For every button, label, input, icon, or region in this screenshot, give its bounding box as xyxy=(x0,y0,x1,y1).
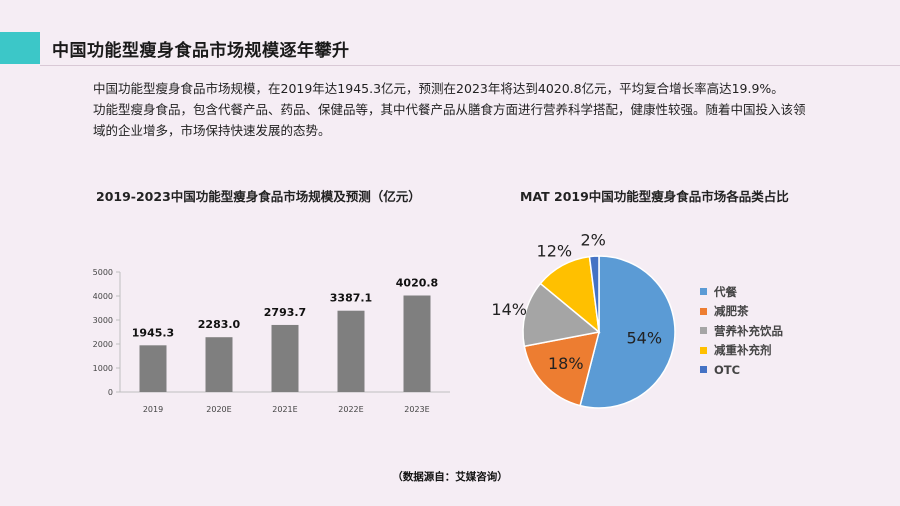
pie-percent-label: 18% xyxy=(548,354,584,373)
bar xyxy=(337,310,365,392)
legend-item: 代餐 xyxy=(700,282,783,302)
bar-chart-title: 2019-2023中国功能型瘦身食品市场规模及预测（亿元） xyxy=(96,189,421,204)
bar-value-label: 1945.3 xyxy=(132,326,174,339)
legend-swatch xyxy=(700,307,707,315)
bar-value-label: 4020.8 xyxy=(396,277,438,290)
pie-percent-label: 2% xyxy=(580,230,605,249)
legend-label: 营养补充饮品 xyxy=(714,323,783,338)
legend-swatch xyxy=(700,327,707,335)
x-tick-label: 2023E xyxy=(404,405,429,414)
pie-slice xyxy=(522,282,601,348)
legend-label: 减肥茶 xyxy=(714,304,749,319)
intro-text: 中国功能型瘦身食品市场规模，在2019年达1945.3亿元，预测在2023年将达… xyxy=(93,78,813,141)
legend-label: 代餐 xyxy=(714,284,737,299)
bar-value-label: 2793.7 xyxy=(264,306,306,319)
legend-item: 减肥茶 xyxy=(700,302,783,322)
x-tick-label: 2019 xyxy=(143,405,163,414)
bar-chart: 0 1000 2000 3000 4000 5000 1945.3 2019 2283.0 202… xyxy=(93,268,450,414)
legend-label: 减重补充剂 xyxy=(714,343,772,358)
bar xyxy=(403,295,431,392)
page-title: 中国功能型瘦身食品市场规模逐年攀升 xyxy=(52,41,350,61)
x-tick-label: 2022E xyxy=(338,405,363,414)
pie-slice xyxy=(579,255,676,409)
y-tick-label: 2000 xyxy=(93,340,113,349)
pie-legend: 代餐减肥茶营养补充饮品 减重补充剂 OTC xyxy=(700,282,783,380)
intro-paragraph-2: 功能型瘦身食品，包含代餐产品、药品、保健品等，其中代餐产品从膳食方面进行营养科学… xyxy=(93,102,806,138)
pie-slice xyxy=(588,255,600,333)
bar xyxy=(205,337,233,392)
y-tick-label: 5000 xyxy=(93,268,113,277)
title-accent-bar xyxy=(0,32,40,64)
legend-item: 营养补充饮品 xyxy=(700,321,783,341)
intro-paragraph-1: 中国功能型瘦身食品市场规模，在2019年达1945.3亿元，预测在2023年将达… xyxy=(93,81,784,96)
legend-label: OTC xyxy=(714,362,741,377)
y-tick-label: 0 xyxy=(108,388,113,397)
legend-item: 减重补充剂 xyxy=(700,341,783,361)
pie-percent-label: 14% xyxy=(491,300,527,319)
bar-value-label: 3387.1 xyxy=(330,292,372,305)
bar xyxy=(271,324,299,392)
bar xyxy=(139,345,167,392)
pie-chart-title: MAT 2019中国功能型瘦身食品市场各品类占比 xyxy=(520,189,789,204)
pie-percent-label: 54% xyxy=(626,329,662,348)
title-divider xyxy=(40,65,900,66)
source-note: （数据源自：艾媒咨询） xyxy=(392,471,508,483)
x-tick-label: 2021E xyxy=(272,405,297,414)
pie-percent-label: 12% xyxy=(537,242,573,261)
pie-slice xyxy=(523,331,601,407)
legend-swatch xyxy=(700,346,707,354)
legend-item: OTC xyxy=(700,360,783,380)
pie-chart: 54% 18% 14% 12% 2% xyxy=(491,230,676,409)
y-tick-label: 3000 xyxy=(93,316,113,325)
x-tick-label: 2020E xyxy=(206,405,231,414)
y-tick-label: 4000 xyxy=(93,292,113,301)
legend-swatch xyxy=(700,366,707,374)
bar-value-label: 2283.0 xyxy=(198,318,241,331)
legend-swatch xyxy=(700,288,707,296)
y-tick-label: 1000 xyxy=(93,364,113,373)
